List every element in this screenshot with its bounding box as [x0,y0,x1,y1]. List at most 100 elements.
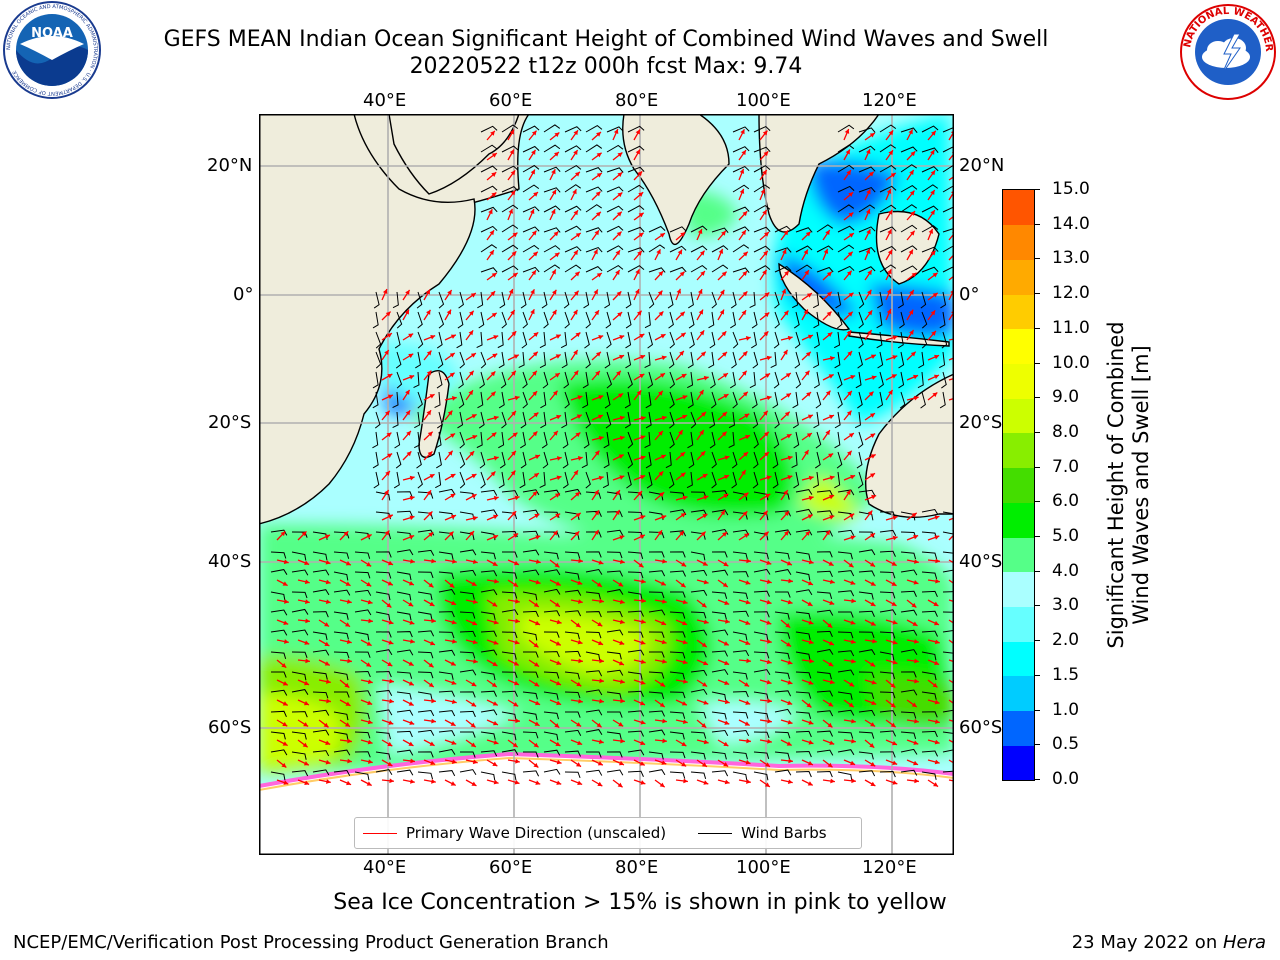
wind-barb [879,609,897,616]
wind-barb [562,451,569,469]
wind-barb [312,649,330,656]
wave-arrow-head [409,495,415,501]
wave-arrow-head [597,781,603,787]
wave-arrow-head [577,780,583,786]
wind-barb [480,489,498,496]
wave-arrow-head [573,149,578,155]
wind-barb [312,569,330,576]
wind-barb [417,611,433,621]
wave-arrow-head [662,738,667,744]
colorbar-tick [1034,397,1040,399]
wind-barb [920,291,927,309]
wind-barb [582,371,589,389]
wind-barb [585,611,602,618]
wave-arrow-head [426,410,432,416]
wind-barb [543,691,559,700]
wind-barb [711,751,727,760]
wind-barb [373,291,380,309]
wind-barb [543,671,560,679]
wave-arrow-head [660,581,666,586]
wave-direction-arrows [276,128,954,788]
wave-arrow-head [829,494,835,500]
wave-arrow-head [701,762,707,767]
wind-barb [751,331,757,349]
wind-barb [648,729,666,736]
wind-barb [774,551,790,560]
wave-arrow-head [640,475,646,480]
wave-arrow-head [386,602,392,608]
wave-arrow-head [742,211,748,217]
wind-barb [627,591,643,601]
wind-barb [939,351,946,369]
wind-barb [900,184,918,193]
wind-barb [627,770,644,777]
wave-arrow-head [573,370,579,376]
wind-barb [312,631,328,641]
wind-barb [645,451,652,469]
wind-barb [602,471,609,489]
wave-arrow-head [766,599,772,605]
wind-barb [858,549,876,556]
wind-barb [647,331,654,349]
wind-barb [711,591,728,599]
wave-arrow-head [472,639,478,645]
colorbar-segment [1003,259,1034,295]
wave-arrow-head [534,454,540,460]
wave-arrow-head [554,562,560,568]
wind-barb [941,371,947,389]
wave-arrow-head [616,291,622,297]
wave-arrow-head [723,561,729,567]
wind-barb [522,311,528,329]
wave-arrow-head [746,558,751,564]
wind-barb [921,551,938,560]
wind-barb [543,711,560,720]
wave-arrow-head [304,579,310,585]
wind-barb [522,711,538,721]
wave-arrow-head [913,760,919,766]
wave-arrow-head [657,290,663,296]
wave-arrow-head [386,432,392,438]
wave-arrow-head [724,779,730,785]
wind-barb [900,224,918,233]
wave-arrow-head [680,512,686,518]
wind-barb [627,371,633,389]
wind-barb [375,631,392,638]
wave-arrow-head [742,251,748,257]
wind-barb [669,731,685,740]
wave-arrow-head [928,228,934,234]
wave-arrow-head [828,374,834,379]
wind-barb [480,771,496,781]
wave-arrow-head [745,336,751,341]
wind-barb [837,650,855,657]
wind-barb [709,411,716,429]
wind-barb [627,610,644,617]
wind-barb [669,371,676,389]
wind-barb [749,291,756,309]
lon-label-top: 100°E [736,90,791,111]
wave-arrow-head [866,289,872,295]
wave-arrow-head [720,510,725,516]
wave-arrow-head [367,679,373,684]
wave-arrow-head [745,599,751,605]
wave-arrow-head [640,740,646,746]
wind-barb [711,711,727,720]
wave-arrow-head [617,192,623,198]
wind-barb [858,649,876,656]
wave-height-map [259,114,954,855]
wave-arrow-head [576,722,582,727]
wave-arrow-head [806,702,812,708]
wind-barb [561,351,568,369]
wave-arrow-head [530,169,535,175]
wind-barb [563,291,570,309]
wave-arrow-head [867,510,873,516]
wave-arrow-head [387,453,393,458]
wind-barb [520,291,527,309]
wave-arrow-head [408,741,414,746]
colorbar-segment [1003,571,1034,607]
wind-barb [459,691,476,698]
wind-barb [837,691,853,700]
wind-barb [606,589,624,595]
wave-arrow-head [808,495,814,501]
wave-arrow-head [491,682,497,687]
wind-barb [270,671,287,678]
